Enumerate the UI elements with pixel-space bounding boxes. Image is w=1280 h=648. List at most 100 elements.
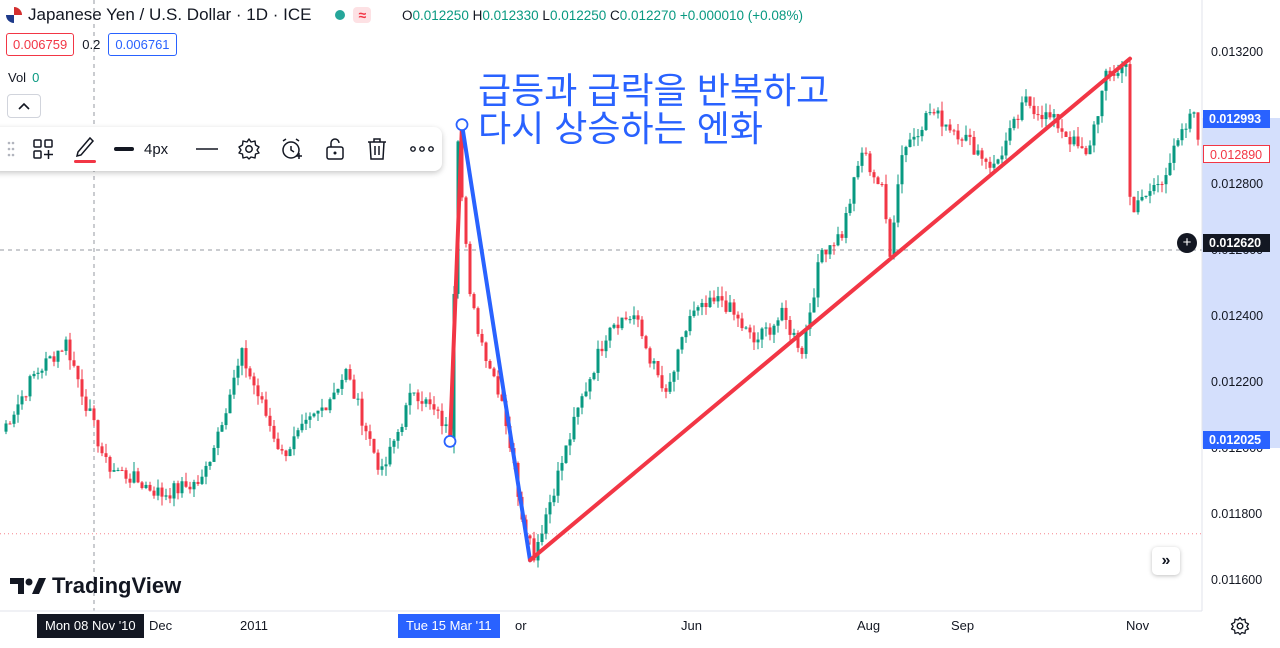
candle-body [816,262,820,298]
candle-body [548,502,552,515]
alert-icon[interactable] [278,127,306,171]
candle-body [1076,136,1080,147]
candle-body [180,481,184,494]
chart-annotation[interactable]: 급등과 급락을 반복하고 다시 상승하는 엔화 [478,72,829,148]
candle-body [624,317,628,320]
candle-body [576,407,580,417]
candle-body [92,408,96,421]
y-tick-label: 0.011600 [1211,573,1262,587]
candle-body [712,297,716,302]
candle-body [160,487,164,497]
spread-value: 0.2 [82,37,101,52]
candle-body [468,243,472,295]
candle-body [440,410,444,427]
candle-body [832,245,836,247]
candle-body [920,129,924,137]
candle-body [1172,145,1176,163]
candle-body [4,423,8,432]
candle-body [192,481,196,490]
candle-body [104,453,108,457]
candle-body [200,476,204,484]
candle-body [1144,195,1148,197]
candle-body [348,369,352,380]
candle-body [780,307,784,321]
candle-body [408,392,412,406]
tradingview-logo-icon [10,578,46,594]
candle-body [60,350,64,352]
candle-body [1004,140,1008,156]
line-style-icon[interactable] [194,127,220,171]
candle-body [404,405,408,427]
candle-body [828,245,832,255]
candle-body [1048,112,1052,118]
candle-body [848,203,852,214]
add-alert-plus-icon[interactable]: + [1177,233,1197,253]
candle-body [1124,64,1128,67]
candle-body [864,152,868,154]
x-label-nov: Nov [1126,618,1150,633]
trash-icon[interactable] [365,127,389,171]
drag-handle-icon[interactable] [4,127,18,171]
tradingview-logo[interactable]: TradingView [10,573,181,599]
settings-icon[interactable] [236,127,262,171]
candle-body [968,134,972,137]
candle-body [788,319,792,335]
candle-body [540,533,544,542]
candle-body [264,399,268,416]
wave-icon: ≈ [353,7,372,23]
templates-icon[interactable] [30,127,56,171]
candle-body [812,297,816,313]
ask-button[interactable]: 0.006761 [108,33,177,56]
more-icon[interactable] [409,127,435,171]
candle-body [304,419,308,424]
candle-body [1052,114,1056,118]
candle-body [392,440,396,447]
candle-body [776,320,780,326]
candle-body [1060,128,1064,132]
candle-body [32,373,36,377]
scroll-to-realtime-button[interactable]: » [1152,547,1180,575]
candle-body [12,414,16,424]
candle-body [1096,116,1100,125]
candle-body [368,431,372,439]
line-width-control[interactable]: 4px [114,127,184,171]
flag-icon [6,7,22,23]
candle-body [700,302,704,308]
candle-body [824,249,828,255]
candle-body [632,315,636,320]
collapse-legend-button[interactable] [7,94,41,118]
candle-body [252,376,256,386]
candle-body [300,423,304,431]
market-status[interactable]: ≈ [331,7,372,23]
candle-body [444,424,448,427]
chart-settings-icon[interactable] [1230,616,1250,641]
y-tick-label: 0.011800 [1211,507,1262,521]
candle-body [528,535,532,539]
candle-body [748,327,752,333]
candle-body [372,438,376,453]
candle-body [532,538,536,561]
candle-body [1100,90,1104,117]
candle-body [500,394,504,401]
candle-body [924,113,928,130]
candle-body [116,470,120,472]
candle-body [628,319,632,321]
candle-body [652,360,656,364]
candle-body [292,436,296,450]
candle-body [1036,114,1040,116]
close-value: 0.012270 [619,8,677,23]
bid-button[interactable]: 0.006759 [6,33,75,56]
candle-body [764,327,768,329]
pencil-icon[interactable] [72,127,98,171]
candle-body [356,398,360,400]
symbol-title[interactable]: Japanese Yen / U.S. Dollar · 1D · ICE [28,5,312,24]
brand-name: TradingView [52,573,182,598]
candle-body [680,337,684,350]
candle-body [720,296,724,301]
candle-body [672,371,676,382]
candle-body [772,325,776,335]
lock-icon[interactable] [323,127,347,171]
y-tick-label: 0.013200 [1211,45,1263,59]
candle-body [188,486,192,490]
candle-body [284,450,288,457]
